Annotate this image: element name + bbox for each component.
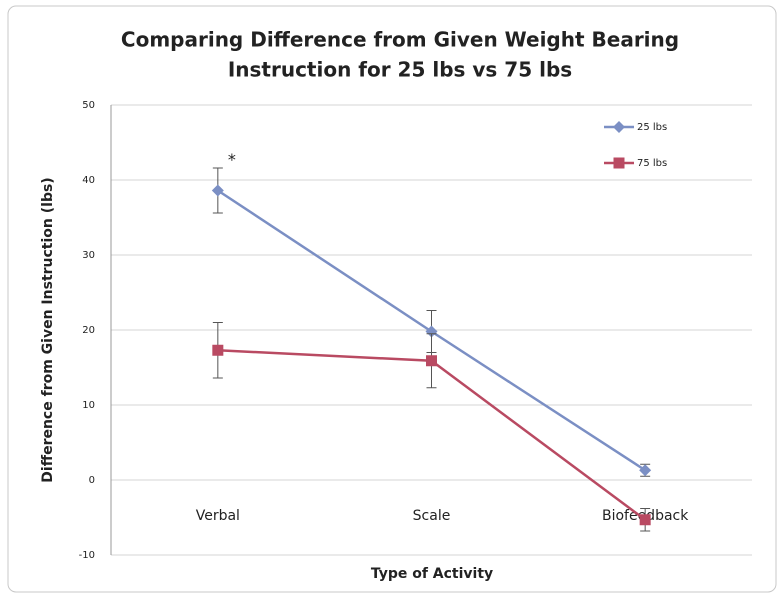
legend-label: 75 lbs: [637, 158, 667, 169]
y-tick-label: 10: [82, 400, 95, 411]
y-tick-label: -10: [79, 550, 95, 561]
chart-frame: [7, 5, 777, 593]
y-tick-label: 50: [82, 100, 95, 111]
x-tick-label: Scale: [413, 508, 451, 524]
annotation: *: [228, 150, 236, 169]
legend-label: 25 lbs: [637, 122, 667, 133]
legend-marker: [613, 121, 625, 133]
point: [426, 355, 437, 367]
y-tick-label: 30: [82, 250, 95, 261]
y-tick-label: 20: [82, 325, 95, 336]
y-axis-label: Difference from Given Instruction (lbs): [40, 177, 56, 482]
chart-title: Comparing Difference from Given Weight B…: [121, 28, 679, 52]
point: [639, 464, 652, 477]
point: [425, 325, 438, 338]
legend-marker: [613, 157, 625, 169]
point: [212, 344, 224, 356]
point: [211, 184, 224, 197]
y-tick-label: 0: [89, 475, 95, 486]
x-tick-label: Verbal: [196, 508, 240, 524]
chart-title: Instruction for 25 lbs vs 75 lbs: [228, 58, 572, 82]
x-axis-label: Type of Activity: [371, 566, 493, 582]
point: [639, 514, 651, 526]
y-tick-label: 40: [82, 175, 95, 186]
